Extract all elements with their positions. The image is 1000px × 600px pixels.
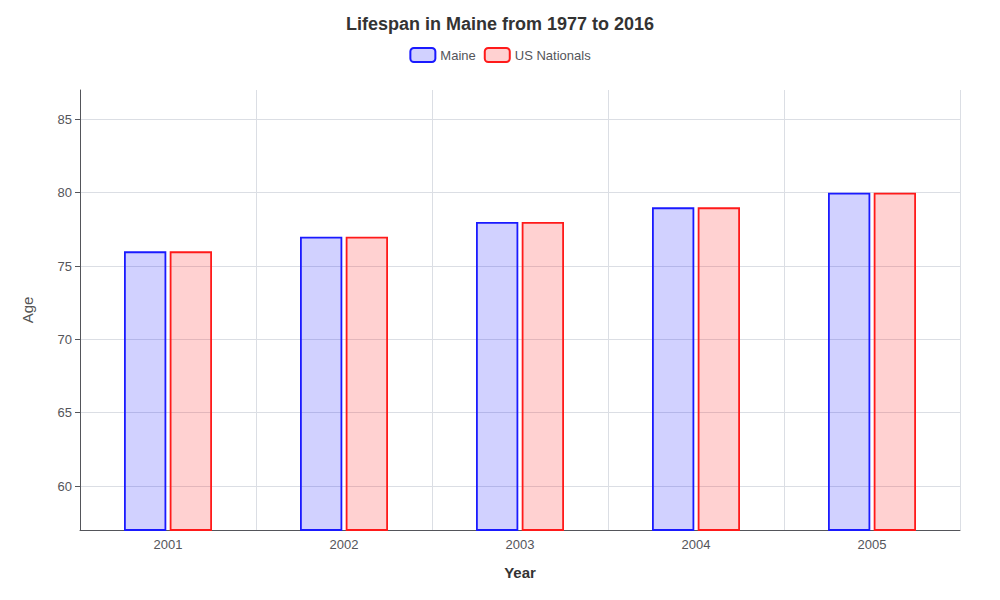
svg-text:2005: 2005: [858, 537, 887, 552]
svg-text:65: 65: [58, 405, 72, 420]
svg-text:US Nationals: US Nationals: [515, 48, 591, 63]
svg-text:75: 75: [58, 259, 72, 274]
svg-text:2004: 2004: [682, 537, 711, 552]
svg-text:Maine: Maine: [440, 48, 475, 63]
svg-text:2002: 2002: [330, 537, 359, 552]
svg-text:80: 80: [58, 185, 72, 200]
svg-text:60: 60: [58, 479, 72, 494]
svg-text:Year: Year: [504, 564, 536, 581]
svg-text:2001: 2001: [154, 537, 183, 552]
svg-text:Lifespan in Maine from 1977 to: Lifespan in Maine from 1977 to 2016: [346, 14, 654, 34]
svg-text:2003: 2003: [506, 537, 535, 552]
svg-text:85: 85: [58, 112, 72, 127]
svg-text:70: 70: [58, 332, 72, 347]
svg-text:Age: Age: [19, 297, 36, 324]
